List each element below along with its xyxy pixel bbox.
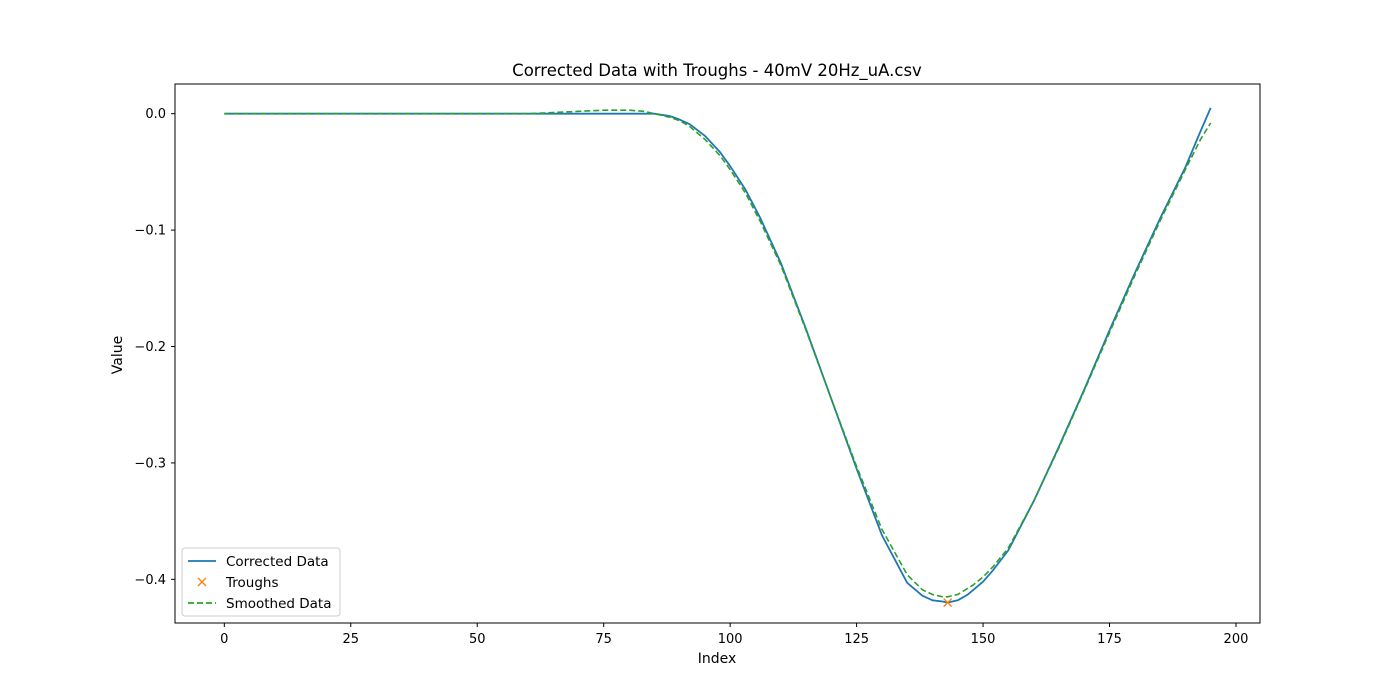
x-axis-label: Index	[698, 651, 737, 667]
y-tick-label: −0.2	[134, 340, 166, 355]
legend: Corrected Data Troughs Smoothed Data	[181, 547, 341, 617]
legend-item-corrected-data: Corrected Data	[188, 554, 329, 570]
troughs-marker	[943, 598, 953, 608]
legend-label: Smoothed Data	[226, 596, 332, 612]
x-tick-label: 50	[469, 632, 486, 647]
x-tick-label: 0	[220, 632, 228, 647]
plot-area	[224, 107, 1212, 608]
y-tick-label: −0.3	[134, 456, 166, 471]
chart-title: Corrected Data with Troughs - 40mV 20Hz_…	[512, 61, 922, 81]
x-tick-label: 175	[1097, 632, 1122, 647]
legend-label: Troughs	[225, 575, 279, 591]
x-tick-label: 200	[1224, 632, 1249, 647]
y-axis-label: Value	[110, 336, 126, 374]
legend-item-troughs: Troughs	[197, 575, 279, 591]
legend-box	[181, 547, 341, 617]
x-tick-label: 100	[718, 632, 743, 647]
legend-item-smoothed-data: Smoothed Data	[188, 596, 332, 612]
x-tick-label: 25	[343, 632, 360, 647]
x-tick-label: 75	[595, 632, 612, 647]
legend-swatch	[197, 577, 207, 587]
y-tick-label: −0.1	[134, 224, 166, 239]
legend-label: Corrected Data	[226, 554, 329, 570]
y-tick-label: 0.0	[145, 107, 166, 122]
smoothed-data-line	[224, 109, 1212, 598]
x-tick-label: 125	[844, 632, 869, 647]
x-tick-label: 150	[971, 632, 996, 647]
axes-frame	[174, 83, 1261, 624]
axis-ticks: 0 25 50 75 100 125 150 175 200 0.0 −0.1 −0.2 −0.3 −0.…	[134, 107, 1248, 647]
corrected-data-line	[224, 107, 1212, 604]
y-tick-label: −0.4	[134, 573, 166, 588]
